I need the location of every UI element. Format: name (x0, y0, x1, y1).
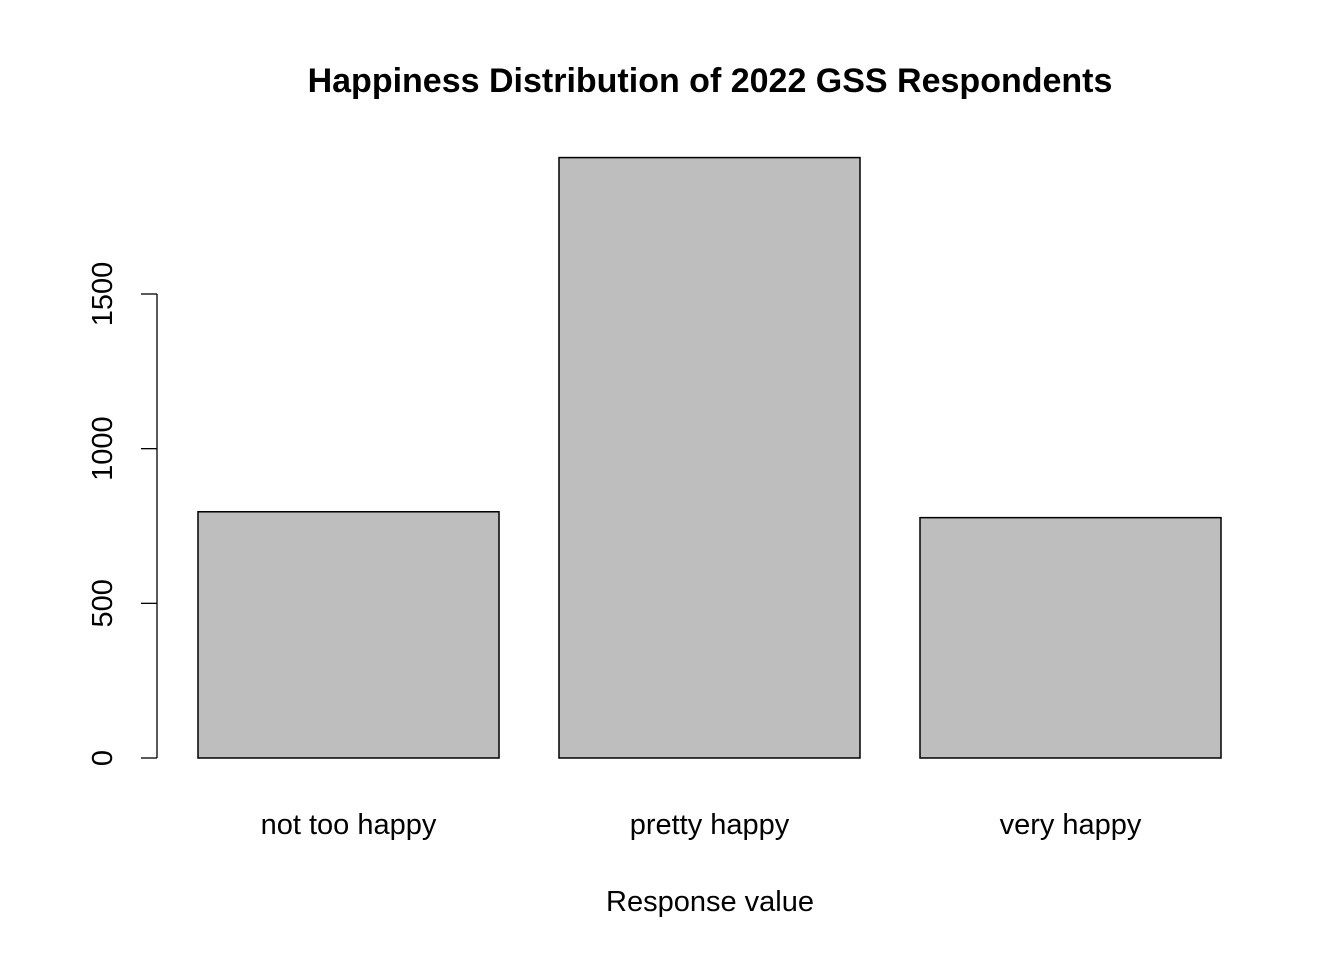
y-tick-label: 1000 (87, 416, 119, 481)
x-category-labels: not too happy pretty happy very happy (261, 809, 1142, 841)
chart-title: Happiness Distribution of 2022 GSS Respo… (308, 62, 1113, 100)
bar (558, 156, 861, 759)
bars-group (197, 156, 1222, 759)
y-tick-label: 1500 (87, 262, 119, 327)
x-axis-label: Response value (606, 886, 814, 918)
y-tick-label: 500 (87, 579, 119, 627)
y-tick-label: 0 (87, 750, 119, 766)
bar (919, 516, 1222, 759)
x-category-label: pretty happy (630, 809, 790, 841)
x-category-label: very happy (1000, 809, 1142, 841)
bar (197, 511, 500, 759)
x-category-label: not too happy (261, 809, 437, 841)
y-axis: 0 500 1000 1500 (87, 262, 158, 766)
